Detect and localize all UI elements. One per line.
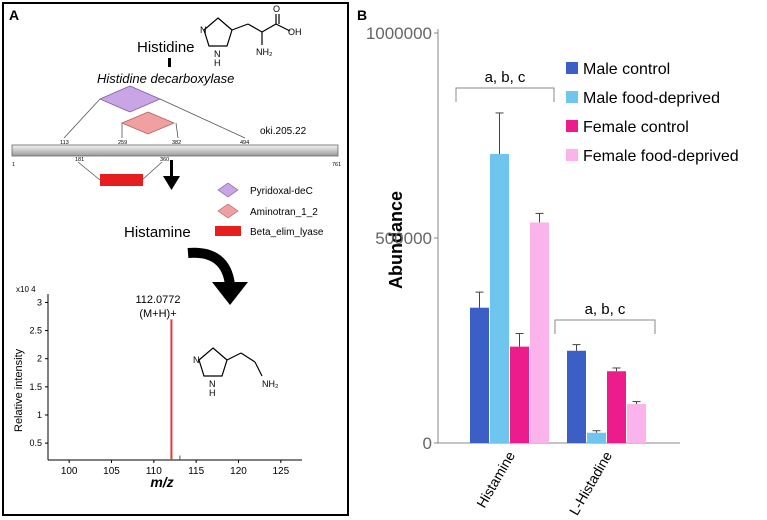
histidine-atom-oh: OH [288,27,302,37]
down-arrow-icon [163,160,180,190]
category-label: Histamine [473,448,518,510]
panel-a-frame [2,2,349,516]
legend-swatch [566,149,578,161]
domain-legend: Pyridoxal-deC Aminotran_1_2 Beta_elim_ly… [215,182,324,238]
histamine-structure [198,347,263,377]
chart-y-tick-label: 0 [423,434,432,453]
spectrum-xlabel: m/z [150,474,173,490]
tick-181: 181 [75,157,84,163]
panel-b-label: B [357,7,367,23]
bar [530,222,549,443]
protein-backbone-bar [11,144,339,157]
significance-annotation: a, b, c [585,301,626,318]
legend-label-beta-elim: Beta_elim_lyase [250,227,324,238]
histamine-atom-h: H [209,388,216,398]
bar [587,432,606,443]
spectrum-y-tick-label: 1.5 [29,382,42,392]
spectrum-ylabel: Relative intensity [13,348,25,432]
significance-annotation: a, b, c [485,69,526,86]
spectrum-x-tick-label: 125 [272,466,289,477]
histidine-atom-n: N [200,25,207,35]
histamine-atom-n: N [193,355,200,365]
aminotran-domain-diamond [120,111,176,135]
histidine-atom-n2: N [214,49,221,59]
spectrum-y-tick-label: 3 [37,297,42,307]
legend-label-pyridoxal: Pyridoxal-deC [250,186,313,197]
chart-y-tick-label: 500000 [375,229,432,248]
significance-bracket [554,319,656,334]
histamine-atom-nh2: NH₂ [262,379,279,389]
tick-113: 113 [60,140,69,146]
spectrum-y-tick-label: 1 [37,410,42,420]
histidine-atom-h: H [214,58,221,68]
spectrum-x-tick-label: 115 [188,466,204,477]
peak-mz-label: 112.0772 [135,294,180,306]
domain-connector-lines [63,98,246,139]
pyridoxal-domain-diamond [98,85,162,113]
bar [510,346,529,443]
legend-label: Male food-deprived [583,90,720,107]
histidine-structure [203,14,291,47]
spectrum-y-tick-label: 0.5 [29,438,42,448]
chart-y-tick-label: 1000000 [366,24,432,43]
bar [567,350,586,443]
histamine-label: Histamine [124,224,191,241]
tick-259: 259 [118,140,127,146]
legend-swatch-aminotran [217,203,239,219]
legend-swatch-pyridoxal [217,182,239,198]
beta-elim-connector-lines [77,161,163,181]
bar [607,371,626,443]
spectrum-y-tick-label: 2.5 [29,326,42,336]
curved-arrow-icon [187,247,248,305]
tick-382: 382 [172,140,181,146]
spectrum-x-tick-label: 110 [146,466,162,477]
tick-1: 1 [12,162,15,168]
significance-bracket [455,87,555,102]
bar [627,404,646,443]
peak-ion-label: (M+H)+ [139,308,176,320]
legend-swatch [566,120,578,132]
tick-360: 360 [160,157,169,163]
chart-legend: Male control Male food-deprived Female con… [566,61,739,165]
histidine-atom-nh2: NH₂ [256,47,273,57]
histidine-label: Histidine [137,39,195,56]
legend-label-aminotran: Aminotran_1_2 [250,207,318,218]
mass-spectrum: 3 2.5 2 1.5 1 0.5 100 105 110 115 120 125 [29,294,302,477]
bar [490,153,509,443]
legend-swatch [566,62,578,74]
legend-label: Male control [583,61,670,78]
beta-elim-domain-box [100,174,143,186]
tick-494: 494 [240,140,249,146]
category-label: L-Histadine [566,448,615,518]
spectrum-exponent: x10 4 [16,285,36,294]
chart-ylabel: Abundance [386,191,406,289]
gene-id: oki.205.22 [260,126,307,137]
legend-swatch [566,91,578,103]
bar [470,307,489,443]
tick-761: 761 [332,162,341,168]
histidine-atom-o: O [273,4,280,14]
spectrum-x-tick-label: 105 [103,466,120,477]
spectrum-x-tick-label: 120 [230,466,247,477]
spectrum-y-tick-label: 2 [37,354,42,364]
spectrum-x-tick-label: 100 [61,466,78,477]
legend-label: Female control [583,119,689,136]
pathway-tick [168,58,171,67]
histamine-atom-nh: N [209,379,216,389]
enzyme-label: Histidine decarboxylase [97,71,234,86]
legend-label: Female food-deprived [583,148,739,165]
legend-swatch-beta-elim [215,226,241,236]
panel-a-label: A [9,7,19,23]
